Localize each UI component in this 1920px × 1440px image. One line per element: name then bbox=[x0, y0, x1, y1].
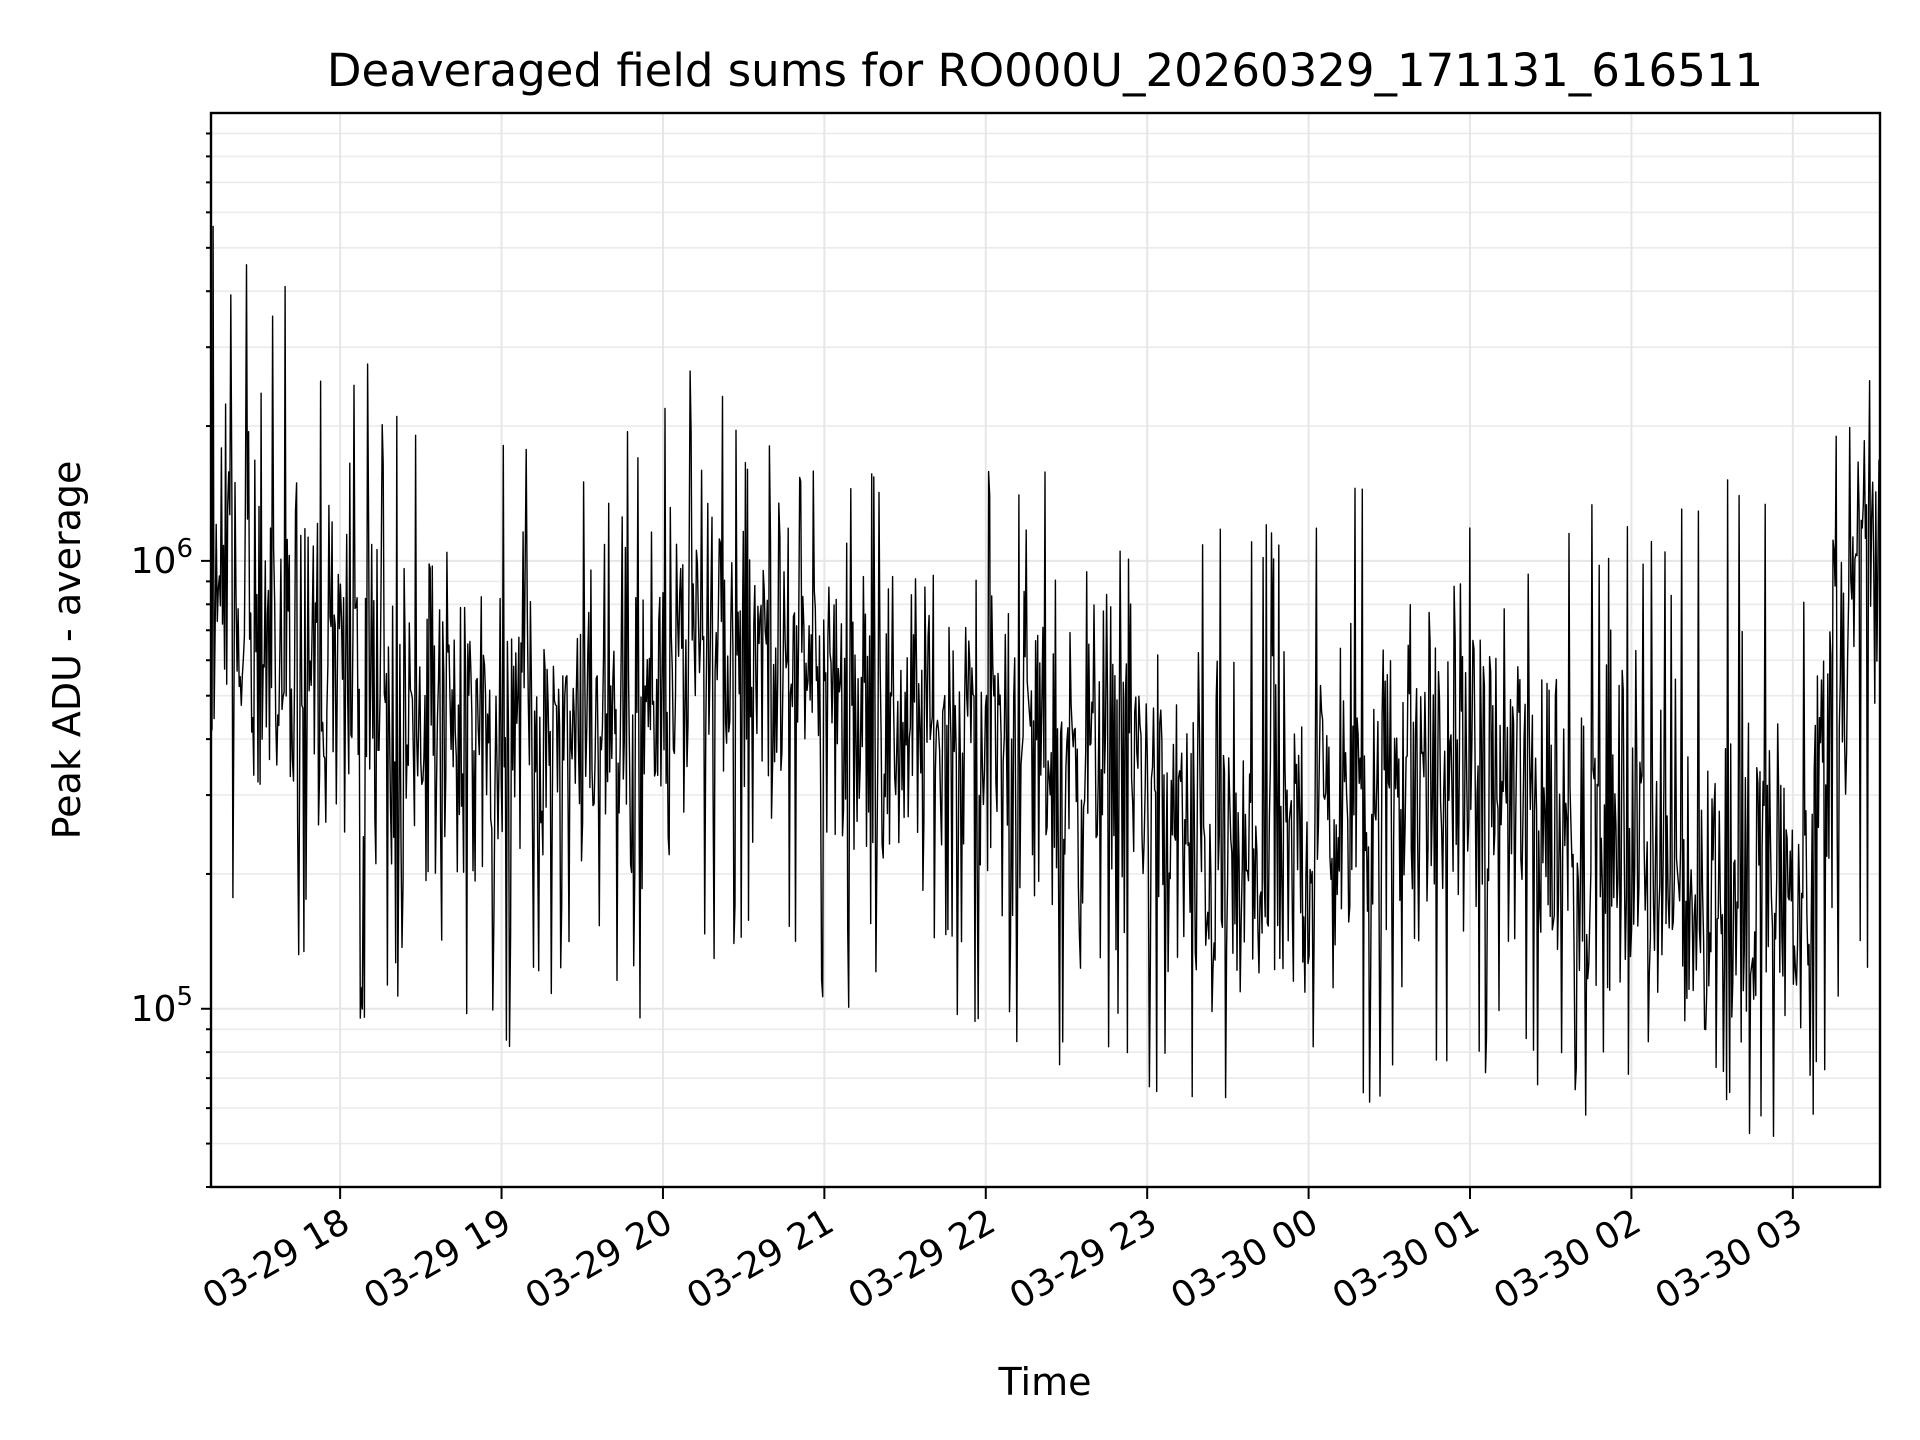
x-tick-label: 03-29 20 bbox=[519, 1201, 680, 1317]
x-tick-label: 03-29 18 bbox=[196, 1201, 357, 1317]
x-tick-label: 03-29 23 bbox=[1003, 1201, 1164, 1317]
plot-frame bbox=[209, 111, 1882, 1189]
chart-title: Deaveraged field sums for RO000U_2026032… bbox=[327, 44, 1763, 97]
x-tick-label: 03-30 00 bbox=[1164, 1201, 1325, 1317]
x-axis-label: Time bbox=[998, 1360, 1092, 1404]
x-tick-label: 03-30 02 bbox=[1487, 1201, 1648, 1317]
y-axis-label: Peak ADU - average bbox=[45, 461, 89, 840]
x-tick-label: 03-29 21 bbox=[680, 1201, 841, 1317]
x-tick-label: 03-30 01 bbox=[1326, 1201, 1487, 1317]
x-tick-label: 03-30 03 bbox=[1649, 1201, 1810, 1317]
series-line bbox=[210, 219, 1881, 1137]
x-tick-label: 03-29 19 bbox=[357, 1201, 518, 1317]
x-tick-label: 03-29 22 bbox=[842, 1201, 1003, 1317]
y-tick-label: 105 bbox=[131, 982, 193, 1030]
y-tick-label: 106 bbox=[131, 534, 193, 582]
